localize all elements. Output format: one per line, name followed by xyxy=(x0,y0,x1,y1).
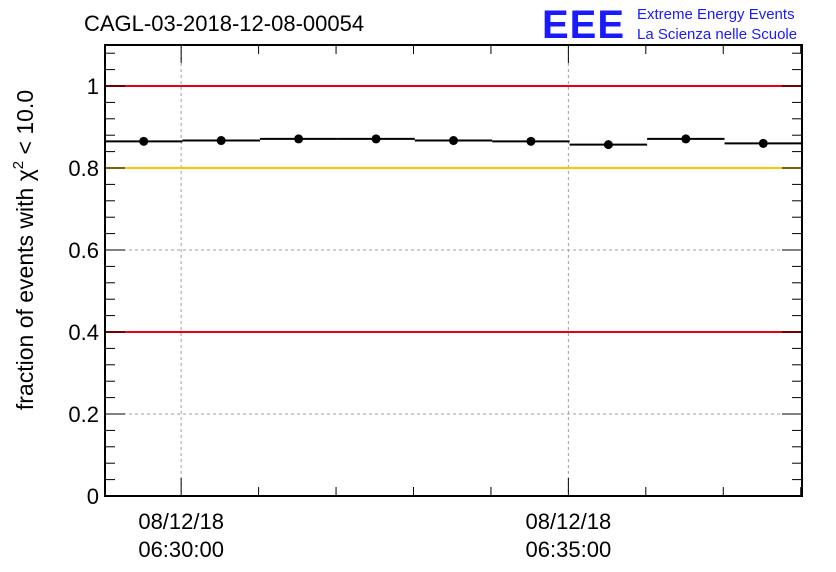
eee-logo-line1: Extreme Energy Events xyxy=(637,6,795,23)
tick-labels: 0 0.2 0.4 0.6 0.8 1 08/12/18 06:30:00 08/12/18 06… xyxy=(68,74,611,562)
x-tick-date-label: 08/12/18 xyxy=(526,509,612,534)
grid-layer xyxy=(105,45,802,496)
x-tick-time-label: 06:35:00 xyxy=(526,537,612,562)
y-axis-label-sup: 2 xyxy=(10,161,27,169)
data-point xyxy=(139,136,149,146)
y-tick-label: 1 xyxy=(87,74,99,99)
reference-lines xyxy=(105,85,802,333)
axes xyxy=(104,44,803,497)
plot-frame xyxy=(104,44,803,497)
data-series xyxy=(105,134,802,150)
chart-title: CAGL-03-2018-12-08-00054 xyxy=(84,11,364,36)
y-tick-label: 0.8 xyxy=(68,156,99,181)
y-axis-label-prefix: fraction of events with xyxy=(12,181,38,410)
y-tick-label: 0 xyxy=(87,484,99,509)
y-tick-label: 0.4 xyxy=(68,320,99,345)
y-tick-label: 0.2 xyxy=(68,402,99,427)
data-point xyxy=(216,136,226,146)
eee-logo-mark: EEE xyxy=(542,3,625,47)
eee-logo: EEE Extreme Energy Events La Scienza nel… xyxy=(542,3,797,47)
y-axis-label-suffix: < 10.0 xyxy=(12,90,38,161)
data-point xyxy=(603,140,613,150)
data-point xyxy=(681,134,691,144)
data-point xyxy=(526,136,536,146)
data-point xyxy=(294,134,304,144)
y-axis-label: fraction of events with χ2 < 10.0 xyxy=(10,90,38,410)
y-tick-label: 0.6 xyxy=(68,238,99,263)
x-tick-date-label: 08/12/18 xyxy=(138,509,224,534)
data-point xyxy=(758,138,768,148)
data-point xyxy=(449,136,458,146)
x-tick-time-label: 06:30:00 xyxy=(138,537,224,562)
eee-logo-line2: La Scienza nelle Scuole xyxy=(637,26,797,43)
y-axis-label-symbol: χ xyxy=(12,169,38,181)
data-point xyxy=(371,134,381,144)
